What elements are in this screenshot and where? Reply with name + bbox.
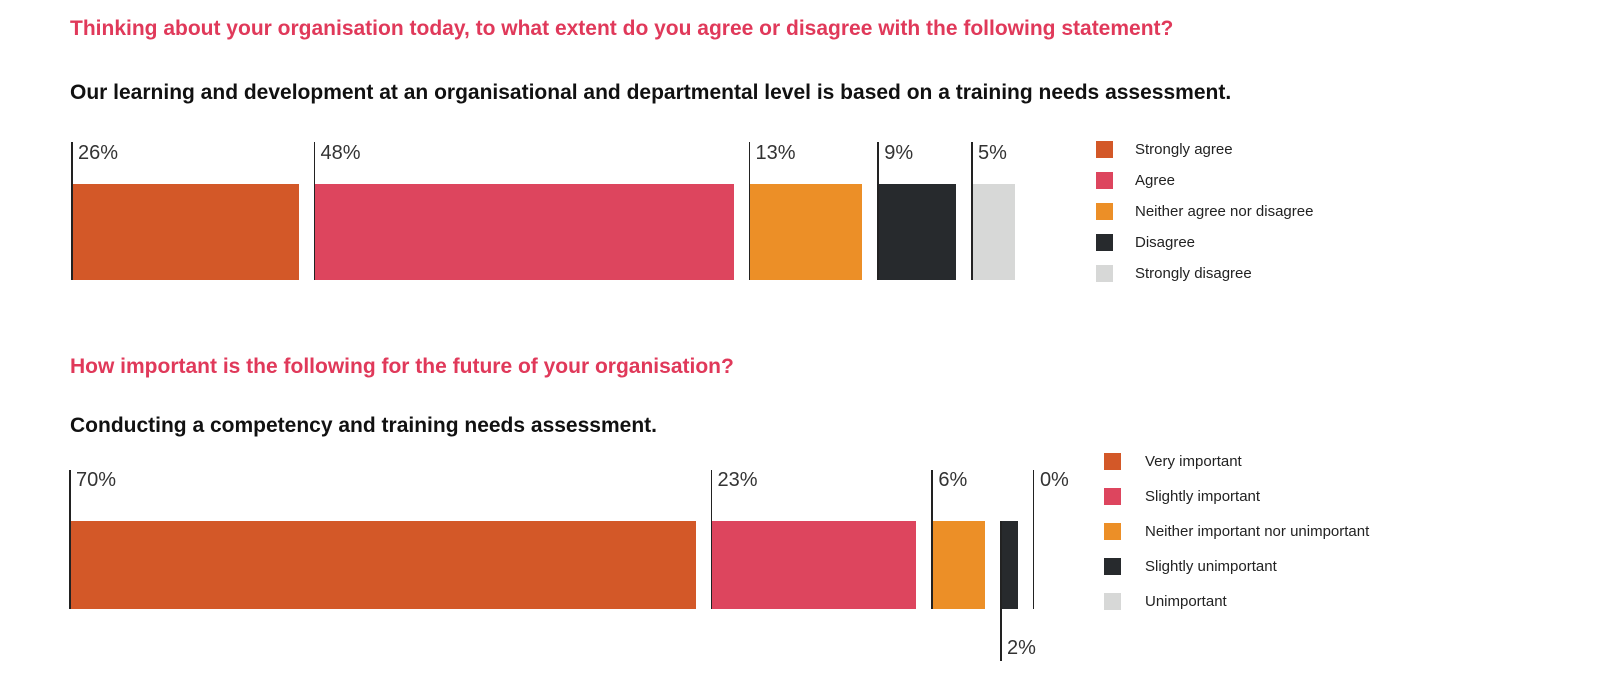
legend-label: Very important [1145,453,1242,470]
chart1-question: Thinking about your organisation today, … [70,17,1174,40]
value-label: 5% [978,142,1007,164]
value-label: 26% [78,142,119,164]
bar-segment [748,184,863,280]
chart2-question: How important is the following for the f… [70,355,734,378]
legend-label: Strongly disagree [1135,265,1252,282]
tick-line [877,142,879,280]
legend-label: Strongly agree [1135,141,1233,158]
legend-swatch [1104,558,1121,575]
legend-swatch [1096,203,1113,220]
bar-segment [1000,521,1018,609]
bar-segment [971,184,1015,280]
chart1-title: Our learning and development at an organ… [70,81,1232,104]
bar-segment [877,184,956,280]
legend-swatch [1096,141,1113,158]
value-label: 48% [320,142,361,164]
legend-swatch [1096,172,1113,189]
value-label: 0% [1039,469,1069,491]
legend-label: Slightly important [1145,488,1261,505]
bar-segment [313,184,734,280]
legend-swatch [1104,453,1121,470]
legend-swatch [1104,593,1121,610]
tick-line [1000,521,1002,661]
legend-label: Neither important nor unimportant [1145,523,1370,540]
legend-label: Slightly unimportant [1145,558,1277,575]
value-label: 23% [717,469,758,491]
tick-line [1032,470,1035,609]
tick-line [971,142,973,280]
legend-label: Neither agree nor disagree [1135,203,1314,220]
bar-segment [710,521,917,609]
value-label: 9% [884,142,914,164]
legend-swatch [1104,488,1121,505]
value-label: 70% [76,469,117,491]
legend-swatch [1104,523,1121,540]
value-label: 2% [1007,637,1036,659]
legend-swatch [1096,234,1113,251]
bar-segment [931,521,986,609]
bar-segment [71,184,299,280]
tick-line [313,142,315,280]
tick-line [69,470,71,609]
tick-line [71,142,73,280]
legend-label: Unimportant [1145,593,1227,610]
bar-segment [69,521,696,609]
tick-line [748,142,750,280]
tick-line [931,470,933,609]
tick-line [710,470,712,609]
legend-swatch [1096,265,1113,282]
chart2-title: Conducting a competency and training nee… [70,414,657,437]
value-label: 6% [938,469,968,491]
legend-label: Agree [1135,172,1176,189]
legend-label: Disagree [1135,234,1196,251]
value-label: 13% [755,142,796,164]
